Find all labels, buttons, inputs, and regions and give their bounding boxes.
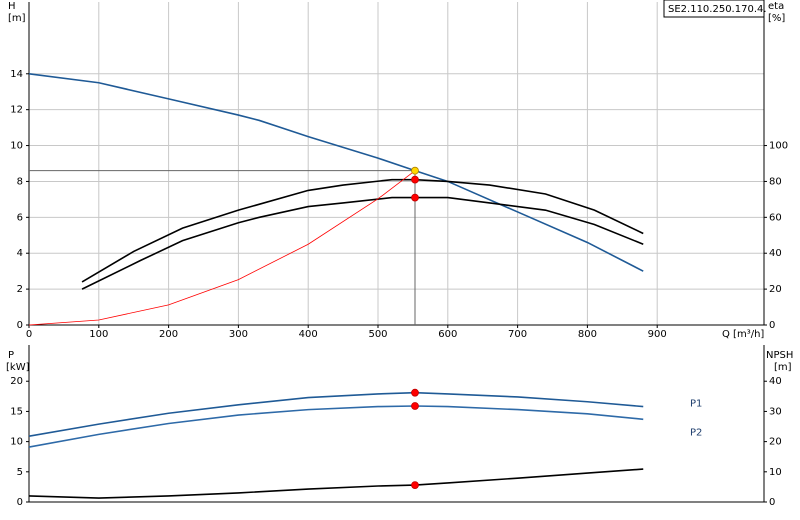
curve — [28, 468, 644, 499]
x-tick-label: 500 — [368, 329, 387, 340]
y2-axis-label: eta — [768, 1, 784, 12]
y-axis-unit: [m] — [8, 13, 26, 24]
x-tick-label: 900 — [648, 329, 667, 340]
x-tick-label: 200 — [159, 329, 178, 340]
y-tick-label: 15 — [10, 406, 23, 417]
operating-point — [411, 388, 419, 397]
y-tick-label: 14 — [10, 69, 23, 80]
y-tick-label: 20 — [10, 376, 23, 387]
y2-tick-label: 30 — [769, 406, 782, 417]
x-tick-label: 100 — [89, 329, 108, 340]
y-tick-label: 4 — [17, 248, 23, 259]
y-axis-unit: [kW] — [6, 362, 30, 373]
y-tick-label: 6 — [17, 212, 23, 223]
title-box — [663, 0, 765, 18]
curve — [28, 391, 644, 437]
y2-tick-label: 20 — [769, 284, 782, 295]
x-tick-label: 700 — [508, 329, 527, 340]
y-tick-label: 8 — [17, 176, 23, 187]
operating-point — [411, 166, 419, 175]
x-tick-label: 800 — [578, 329, 597, 340]
curve — [28, 170, 416, 326]
y-tick-label: 12 — [10, 105, 23, 116]
y2-tick-label: 60 — [769, 212, 782, 223]
y2-axis-unit: [m] — [774, 362, 792, 373]
y-axis-label: P — [8, 350, 14, 361]
y-tick-label: 10 — [10, 141, 23, 152]
y2-tick-label: 100 — [769, 141, 788, 152]
y2-axis-unit: [%] — [768, 13, 785, 24]
operating-point — [411, 481, 419, 489]
x-tick-label: 300 — [229, 329, 248, 340]
y-tick-label: 2 — [17, 284, 23, 295]
y-tick-label: 0 — [17, 497, 23, 508]
y2-tick-label: 80 — [769, 176, 782, 187]
x-tick-label: 0 — [26, 329, 32, 340]
operating-point — [411, 175, 419, 184]
x-axis-label: Q [m³/h] — [722, 329, 764, 340]
operating-point — [411, 193, 419, 202]
y2-tick-label: 20 — [769, 437, 782, 448]
curve — [28, 72, 644, 272]
y2-axis-label: NPSH — [766, 350, 793, 361]
y2-tick-label: 10 — [769, 467, 782, 478]
y2-tick-label: 40 — [769, 248, 782, 259]
y-tick-label: 10 — [10, 437, 23, 448]
y2-tick-label: 0 — [769, 497, 775, 508]
y2-tick-label: 40 — [769, 376, 782, 387]
legend-label: P2 — [690, 427, 702, 438]
x-tick-label: 400 — [299, 329, 318, 340]
curve — [81, 178, 644, 283]
y-tick-label: 0 — [17, 320, 23, 331]
operating-point — [411, 402, 419, 410]
y2-tick-label: 0 — [769, 320, 775, 331]
x-tick-label: 600 — [438, 329, 457, 340]
curve — [28, 405, 644, 448]
y-tick-label: 5 — [17, 467, 23, 478]
y-axis-label: H — [8, 1, 16, 12]
chart-title: SE2.110.250.170.4. — [668, 4, 767, 15]
curve — [81, 196, 644, 290]
legend-label: P1 — [690, 399, 702, 410]
